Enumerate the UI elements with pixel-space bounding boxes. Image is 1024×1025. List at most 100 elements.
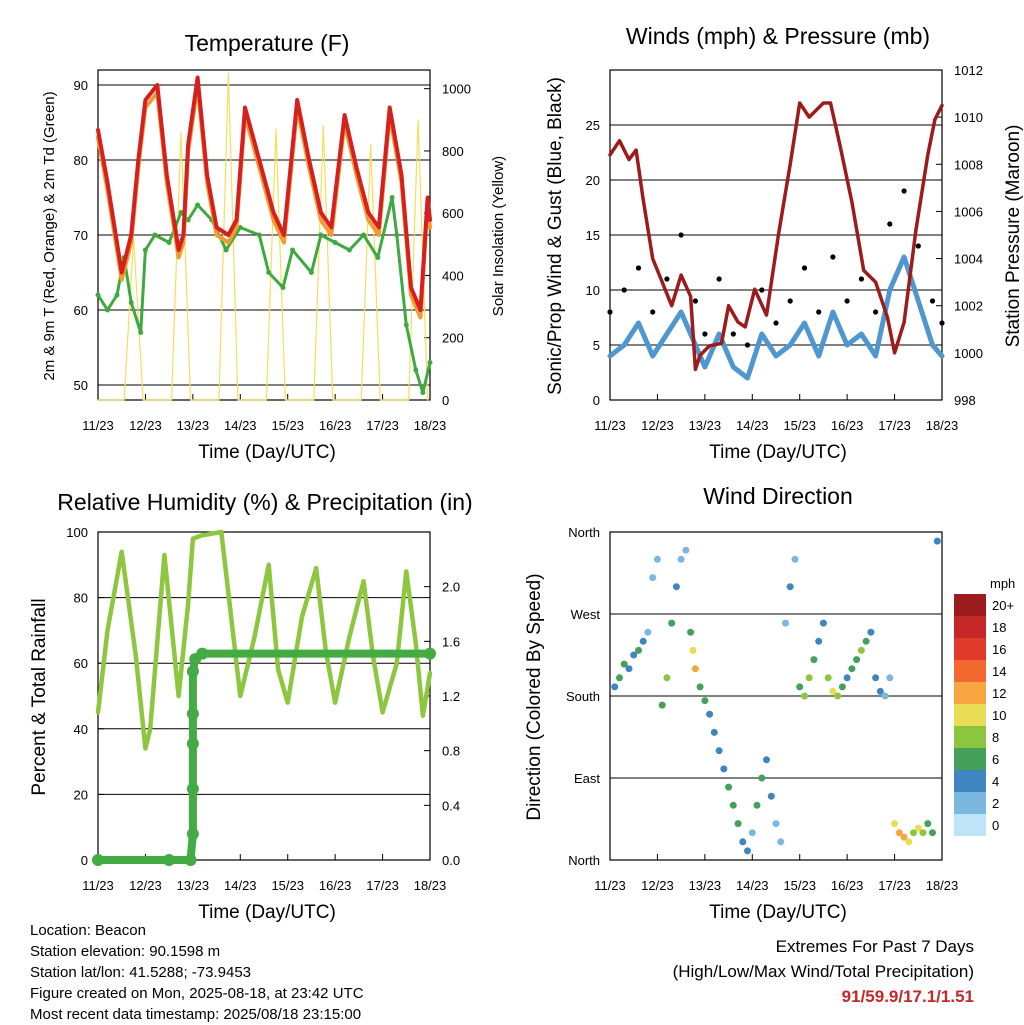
temp-2m-line — [96, 75, 432, 312]
dewpoint-point — [95, 292, 101, 298]
y-right-tick-label: 998 — [954, 393, 976, 408]
colorbar-swatch — [954, 638, 986, 660]
direction-point — [862, 637, 870, 645]
y-right-tick-label: 0.4 — [442, 798, 460, 813]
direction-point — [630, 651, 638, 659]
direction-point — [777, 838, 785, 846]
direction-point — [649, 574, 657, 582]
x-tick-label: 15/23 — [271, 878, 304, 893]
y-right-tick-label: 1.2 — [442, 689, 460, 704]
extremes-title: Extremes For Past 7 Days — [775, 937, 974, 956]
x-tick-label: 12/23 — [641, 878, 674, 893]
y-right-tick-label: 1004 — [954, 252, 983, 267]
dewpoint-point — [138, 330, 144, 335]
wind-gust-point — [873, 309, 879, 315]
direction-point — [696, 683, 704, 691]
wind-gust-point — [929, 298, 936, 304]
y-right-tick-label: 1010 — [954, 110, 983, 125]
direction-point — [744, 847, 751, 855]
y-tick-label: 60 — [74, 656, 88, 671]
y-right-tick-label: 200 — [442, 331, 464, 346]
humidity-xlabel: Time (Day/UTC) — [198, 902, 336, 923]
precipitation-point — [186, 665, 199, 678]
dewpoint-point — [318, 232, 324, 238]
wind-gust-point — [759, 287, 765, 293]
direction-point — [725, 783, 733, 791]
colorbar-swatch — [954, 770, 986, 792]
direction-point — [857, 646, 865, 654]
wind-gust-point — [664, 276, 670, 282]
wind-gust-point — [716, 276, 722, 282]
wind-gust-point — [635, 265, 642, 271]
direction-point — [635, 646, 642, 654]
y-right-tick-label: 2.0 — [442, 580, 460, 595]
dewpoint-point — [128, 300, 134, 305]
direction-point — [905, 838, 913, 846]
colorbar-label: 2 — [992, 796, 999, 811]
x-tick-label: 16/23 — [319, 878, 352, 893]
winds-title: Winds (mph) & Pressure (mb) — [626, 23, 930, 49]
dewpoint-point — [223, 247, 229, 253]
y-right-tick-label: 800 — [442, 144, 464, 159]
direction-point — [838, 683, 846, 691]
x-tick-label: 11/23 — [594, 418, 626, 433]
y-tick-label: 0 — [81, 853, 88, 868]
x-tick-label: 14/23 — [736, 418, 769, 433]
precipitation-point — [186, 828, 199, 840]
dewpoint-point — [308, 270, 314, 275]
precipitation-line — [94, 649, 434, 864]
direction-point — [801, 692, 808, 700]
direction-point — [924, 820, 932, 828]
wind-gust-point — [816, 309, 822, 315]
x-tick-label: 13/23 — [177, 878, 210, 893]
direction-point — [848, 665, 856, 673]
colorbar-swatch — [954, 814, 986, 836]
colorbar-label: 12 — [992, 686, 1006, 701]
direction-point — [876, 687, 884, 695]
y-tick-label: 10 — [586, 283, 600, 298]
wind-gust-point — [901, 188, 907, 194]
colorbar-label: 14 — [992, 664, 1006, 679]
x-tick-label: 12/23 — [641, 418, 674, 433]
direction-point — [691, 665, 699, 673]
x-tick-label: 11/23 — [82, 878, 114, 893]
y-right-tick-label: 0.0 — [442, 853, 460, 868]
wind-gust-point — [939, 320, 945, 326]
humidity-ylabel-left: Percent & Total Rainfall — [29, 598, 50, 795]
y-tick-label: 80 — [74, 153, 88, 168]
direction-point — [748, 829, 756, 837]
wind-gust-point — [801, 265, 808, 271]
x-tick-label: 17/23 — [878, 418, 911, 433]
colorbar-swatch — [954, 594, 986, 616]
colorbar-label: 8 — [992, 730, 999, 745]
direction-point — [796, 683, 804, 691]
y-tick-label: 70 — [74, 228, 88, 243]
precipitation-point — [163, 854, 176, 866]
colorbar-swatch — [954, 660, 986, 682]
x-tick-label: 18/23 — [926, 418, 959, 433]
x-tick-label: 12/23 — [129, 878, 162, 893]
direction-point — [767, 792, 775, 800]
x-tick-label: 15/23 — [271, 418, 304, 433]
wind-gust-point — [702, 331, 708, 337]
direction-point — [653, 555, 661, 563]
dewpoint-point — [420, 390, 426, 395]
dewpoint-point — [256, 232, 262, 238]
direction-point — [715, 747, 723, 755]
dewpoint-point — [105, 307, 110, 313]
dewpoint-point — [195, 202, 201, 208]
x-tick-label: 14/23 — [224, 418, 257, 433]
x-tick-label: 13/23 — [689, 878, 722, 893]
y-right-tick-label: 600 — [442, 206, 464, 221]
dewpoint-point — [290, 247, 295, 253]
wind-gust-point — [830, 254, 836, 260]
y-right-tick-label: 1000 — [442, 82, 471, 97]
y-right-tick-label: 1002 — [954, 299, 983, 314]
extremes-subtitle: (High/Low/Max Wind/Total Precipitation) — [672, 962, 974, 981]
wind-gust-point — [744, 342, 751, 348]
y-right-tick-label: 1006 — [954, 204, 983, 219]
direction-point — [644, 628, 652, 636]
y-right-tick-label: 1.6 — [442, 634, 460, 649]
precipitation-point — [186, 782, 199, 795]
